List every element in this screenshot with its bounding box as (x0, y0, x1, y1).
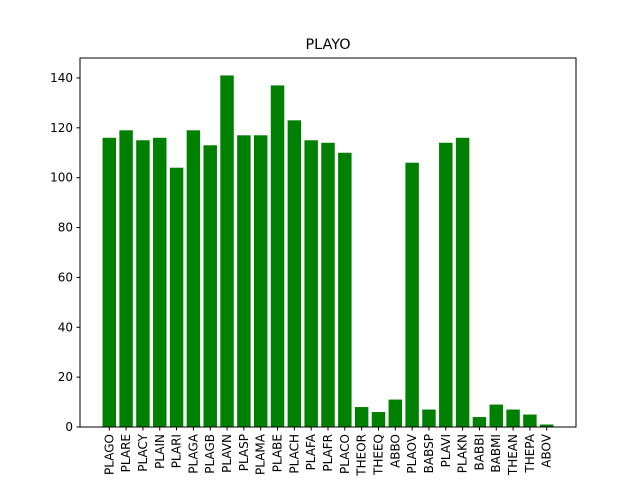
x-tick-label-thepa: THEPA (523, 433, 537, 473)
bar-thepa (523, 414, 537, 427)
bar-plaga (186, 130, 201, 427)
bar-plavi (439, 142, 453, 427)
x-tick-label-plafa: PLAFA (304, 433, 318, 470)
bar-plafr (321, 142, 335, 427)
x-tick-label-plain: PLAIN (153, 434, 167, 469)
y-axis: 0 20 40 60 80 100 120 140 (50, 71, 80, 434)
bar-plari (169, 167, 184, 427)
x-axis: PLAGO PLARE PLACY PLAIN PLARI PLAGA PLAGB PLAVN… (102, 427, 554, 477)
bar-placy (136, 140, 150, 427)
x-tick-label-plasp: PLASP (237, 434, 251, 471)
x-tick-label-plago: PLAGO (102, 434, 116, 475)
bar-theor (354, 407, 369, 427)
x-tick-label-thean: THEAN (506, 434, 520, 476)
bar-plagb (203, 145, 217, 427)
x-tick-label-plavn: PLAVN (220, 434, 234, 473)
bar-plavn (220, 75, 234, 428)
x-tick-label-plach: PLACH (287, 434, 301, 474)
bar-abov (539, 424, 554, 427)
chart-title: PLAYO (305, 37, 350, 53)
y-tick-label: 100 (50, 171, 73, 185)
x-tick-label-plakn: PLAKN (456, 434, 470, 473)
x-tick-label-theor: THEOR (355, 434, 369, 477)
bar-plafa (304, 140, 318, 427)
x-tick-label-plari: PLARI (170, 434, 184, 468)
x-tick-label-plare: PLARE (119, 434, 133, 472)
bar-theeq (371, 412, 386, 427)
bar-placo (338, 152, 352, 428)
bar-plasp (237, 135, 251, 428)
bar-babmi (489, 404, 503, 427)
bar-plakn (455, 137, 470, 427)
x-tick-label-plafr: PLAFR (321, 434, 335, 472)
bar-babbi (472, 417, 487, 427)
x-tick-label-plabe: PLABE (271, 434, 285, 472)
y-tick-label: 60 (58, 270, 73, 284)
bar-plama (253, 135, 268, 428)
bar-babsp (422, 409, 436, 427)
x-tick-label-plaga: PLAGA (186, 433, 200, 473)
bar-plabe (270, 85, 285, 428)
y-tick-label: 0 (65, 420, 73, 434)
x-tick-label-plaov: PLAOV (405, 433, 419, 473)
x-tick-label-theeq: THEEQ (371, 434, 385, 476)
bar-plago (102, 137, 117, 427)
bar-plain (153, 137, 167, 427)
x-tick-label-abov: ABOV (540, 433, 554, 467)
x-tick-label-babsp: BABSP (422, 434, 436, 473)
x-tick-label-babmi: BABMI (489, 434, 503, 473)
bar-abbo (388, 399, 403, 427)
x-tick-label-plagb: PLAGB (203, 434, 217, 474)
x-tick-label-plavi: PLAVI (439, 434, 453, 467)
x-tick-label-placo: PLACO (338, 434, 352, 474)
x-tick-label-plama: PLAMA (254, 433, 268, 475)
x-tick-label-babbi: BABBI (472, 434, 486, 470)
bars-group (102, 75, 554, 428)
y-tick-label: 20 (58, 370, 73, 384)
x-tick-label-abbo: ABBO (388, 434, 402, 468)
bar-plare (119, 130, 133, 427)
y-tick-label: 40 (58, 320, 73, 334)
x-tick-label-placy: PLACY (136, 433, 150, 471)
bar-plach (287, 120, 302, 427)
bar-plaov (405, 162, 419, 427)
bar-thean (506, 409, 520, 427)
y-tick-label: 140 (50, 71, 73, 85)
y-tick-label: 80 (58, 221, 73, 235)
y-tick-label: 120 (50, 121, 73, 135)
